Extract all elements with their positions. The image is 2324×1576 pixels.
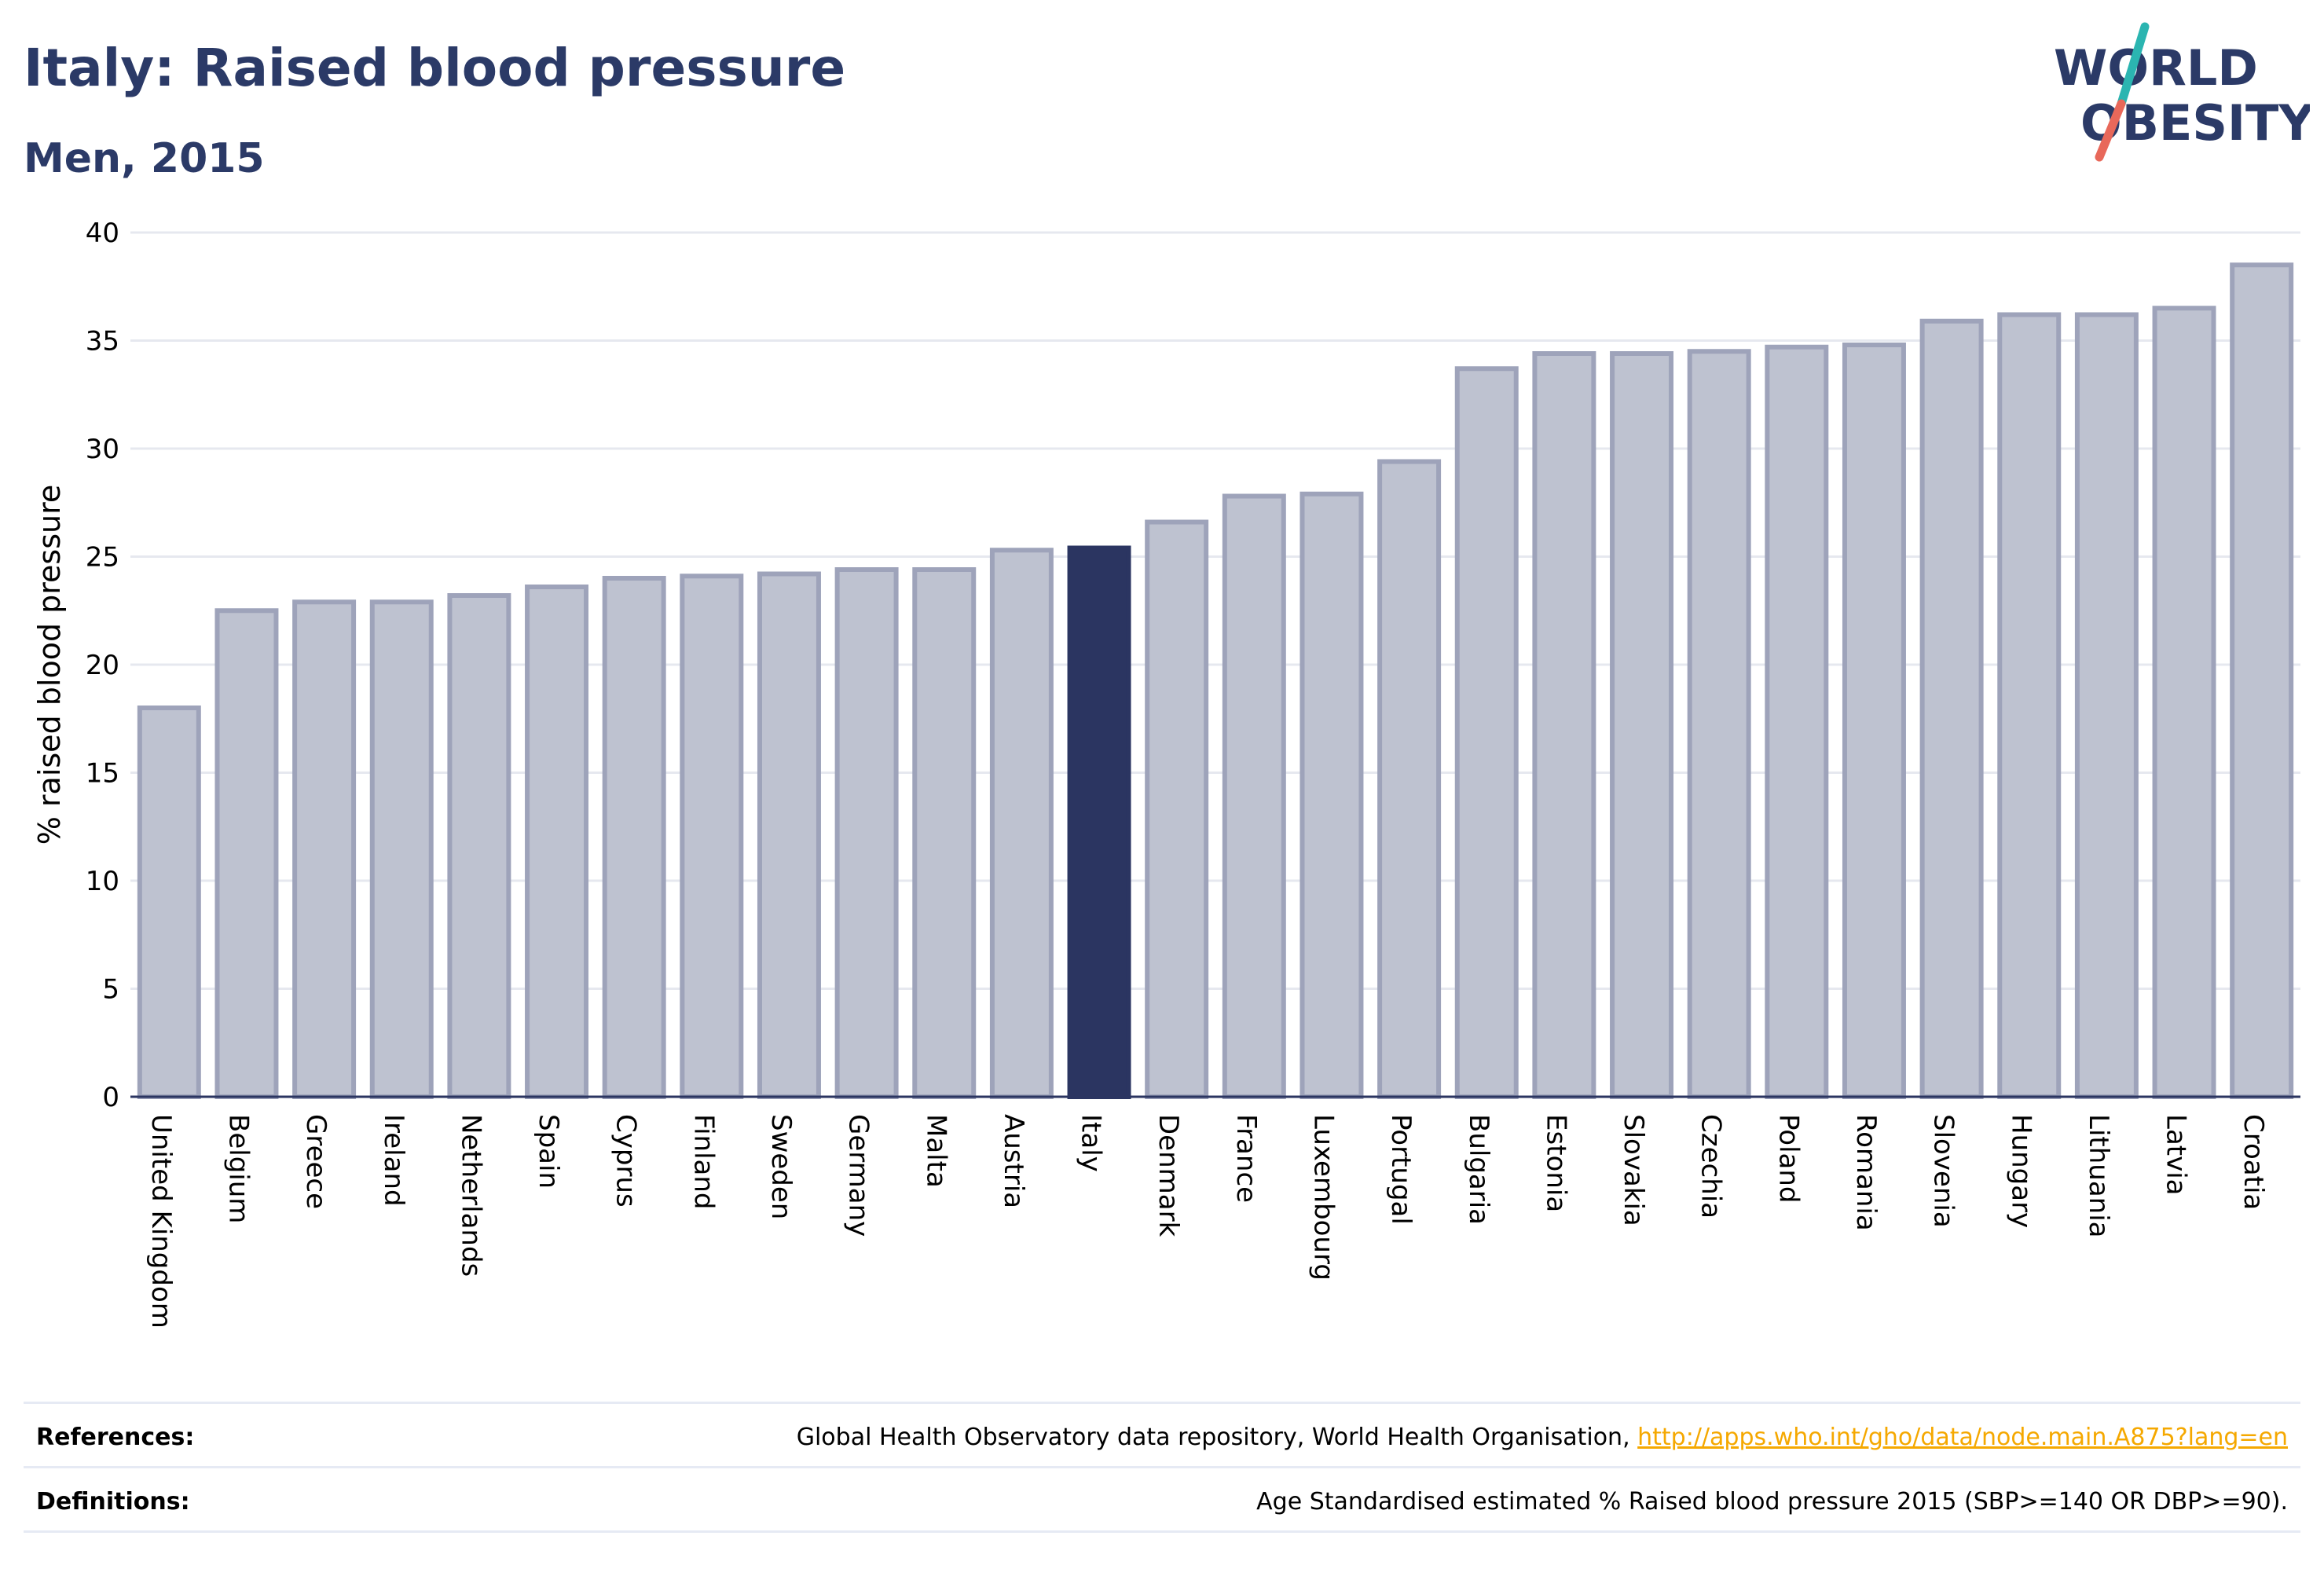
x-tick-label: Netherlands [455,1114,486,1277]
bar-romania [1842,343,1906,1099]
x-tick-label: Portugal [1385,1114,1417,1225]
bar-france [1222,493,1286,1099]
references-link[interactable]: http://apps.who.int/gho/data/node.main.A… [1637,1424,2288,1451]
footer-divider-bottom [24,1530,2300,1533]
bar-cyprus [602,576,666,1099]
x-tick-label: Ireland [378,1114,409,1207]
x-tick-label: Denmark [1153,1114,1184,1237]
bar-croatia [2230,262,2294,1099]
bar-belgium [214,608,279,1099]
bar-ireland [369,599,434,1099]
y-tick-label: 15 [86,758,119,790]
x-tick-label: Lithuania [2083,1114,2114,1237]
bar-austria [989,548,1054,1099]
bar-czechia [1687,349,1751,1099]
bar-hungary [1997,312,2062,1099]
bar-sweden [757,571,821,1099]
x-tick-label: Croatia [2238,1114,2269,1210]
x-axis-labels: United Kingdom Belgium Greece Ireland Nether… [145,1114,2269,1329]
bar-latvia [2152,306,2216,1099]
bar-finland [680,574,744,1099]
x-tick-label: Italy [1076,1114,1107,1172]
x-tick-label: Bulgaria [1463,1114,1494,1225]
x-tick-label: Czechia [1695,1114,1727,1219]
references-label: References: [36,1424,195,1451]
x-tick-label: Latvia [2161,1114,2192,1196]
bar-slovakia [1610,351,1674,1099]
bar-united-kingdom [137,706,201,1099]
x-tick-label: Greece [300,1114,332,1209]
logo-slash-bottom [2095,99,2126,162]
y-tick-label: 35 [86,326,119,357]
x-tick-label: France [1230,1114,1262,1203]
references-source: Global Health Observatory data repositor… [796,1424,1638,1451]
x-tick-label: Finland [687,1114,719,1210]
bar-greece [292,599,357,1099]
logo-line-1: WORLD [2054,39,2258,97]
y-axis-ticks: 0 5 10 15 20 25 30 35 40 [86,218,119,1113]
x-tick-label: Estonia [1540,1114,1571,1212]
bar-italy [1067,545,1131,1099]
x-tick-label: United Kingdom [145,1114,177,1329]
bar-bulgaria [1454,366,1519,1099]
y-tick-label: 5 [102,974,119,1006]
y-tick-label: 0 [102,1082,119,1113]
x-tick-label: Spain [533,1114,564,1189]
definitions-text: Age Standardised estimated % Raised bloo… [1256,1488,2288,1516]
y-tick-label: 20 [86,650,119,681]
footer-divider-top [24,1402,2300,1404]
x-tick-label: Belgium [222,1114,254,1223]
definitions-label: Definitions: [36,1488,190,1516]
x-tick-label: Malta [920,1114,951,1188]
logo-slash-top [2117,22,2150,108]
bar-poland [1765,344,1829,1099]
bar-denmark [1145,519,1209,1099]
references-text: Global Health Observatory data repositor… [797,1424,2288,1451]
x-tick-label: Luxembourg [1307,1114,1339,1281]
y-tick-label: 40 [86,218,119,249]
x-tick-label: Sweden [765,1114,797,1219]
x-tick-label: Poland [1772,1114,1804,1204]
bar-lithuania [2074,312,2139,1099]
x-tick-label: Cyprus [610,1114,642,1208]
chart-title: Italy: Raised blood pressure [24,38,846,98]
footer-divider-middle [24,1466,2300,1468]
bar-chart: 0 5 10 15 20 25 30 35 40 United Kingdom Belgium Gr… [32,218,2300,1329]
x-tick-label: Romania [1850,1114,1882,1231]
bars [137,262,2294,1099]
bar-netherlands [447,593,511,1099]
x-tick-label: Germany [843,1114,874,1237]
bar-portugal [1377,459,1442,1099]
y-tick-label: 30 [86,434,119,465]
x-tick-label: Slovakia [1618,1114,1649,1226]
bar-malta [912,567,977,1099]
y-tick-label: 10 [86,866,119,897]
bar-spain [525,585,589,1099]
x-tick-label: Austria [998,1114,1029,1208]
bar-slovenia [1919,318,1984,1099]
chart-subtitle: Men, 2015 [24,135,265,182]
y-axis-label: % raised blood pressure [32,485,67,845]
bar-germany [834,567,899,1099]
x-tick-label: Slovenia [1928,1114,1959,1228]
bar-estonia [1532,351,1596,1099]
y-tick-label: 25 [86,542,119,574]
world-obesity-logo: WORLD OBESITY [2043,16,2315,173]
x-tick-label: Hungary [2005,1114,2036,1228]
bar-luxembourg [1299,491,1364,1099]
